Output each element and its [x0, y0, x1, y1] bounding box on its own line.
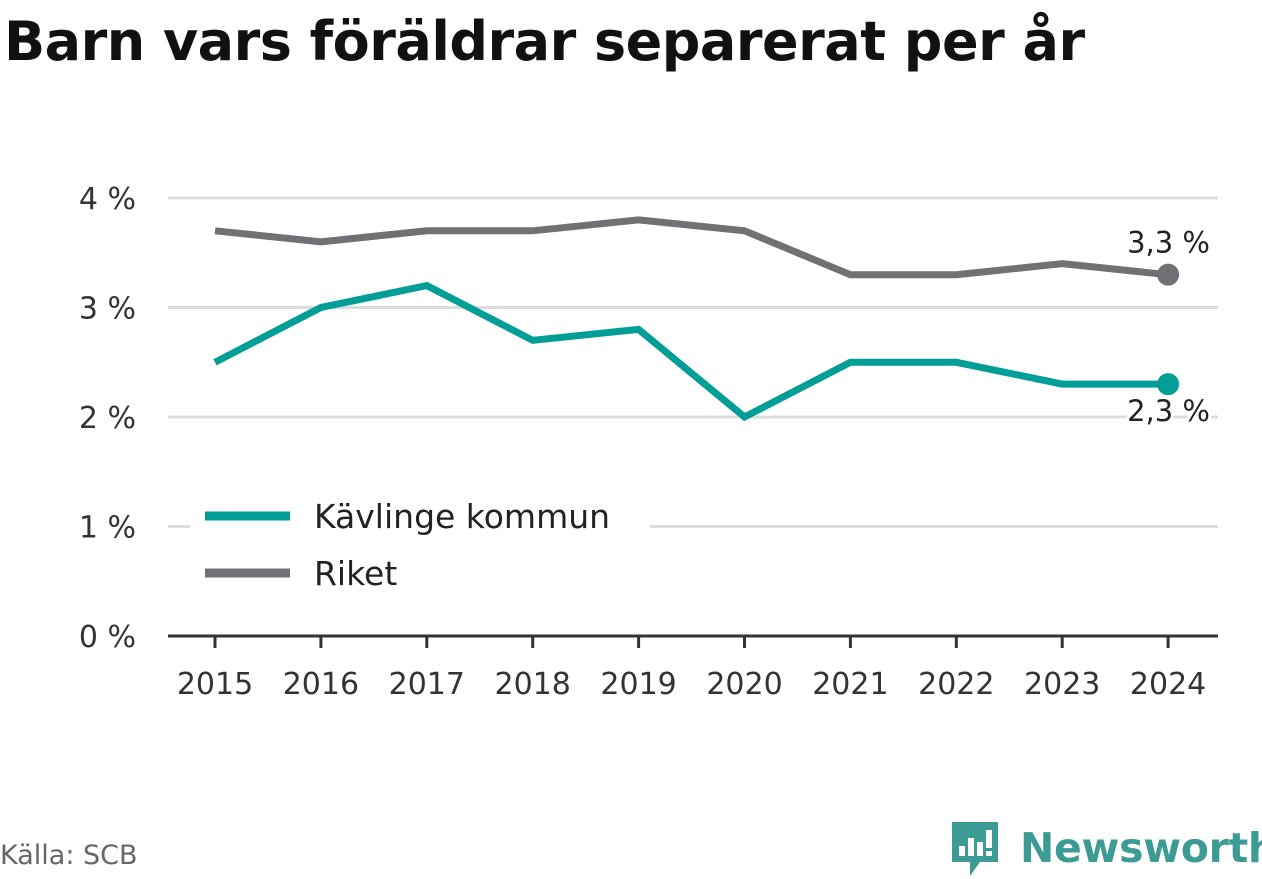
x-axis: 2015 2016 2017 2018 2019 2020 2021 2022 2023 2024 — [168, 634, 1218, 702]
newsworthy-logo-icon — [952, 822, 998, 876]
grid-lines — [168, 196, 1218, 528]
y-tick-label: 4 % — [79, 182, 136, 217]
series-line — [214, 216, 1169, 279]
legend-backdrop — [190, 486, 650, 604]
legend-label-riket: Riket — [314, 554, 397, 593]
chart-title: Barn vars föräldrar separerat per år — [4, 10, 1085, 73]
x-tick-label: 2021 — [812, 667, 888, 702]
series-lines: 2,3 % 3,3 % — [213, 216, 1213, 431]
x-tick-label: 2016 — [283, 667, 359, 702]
series-end-label: 2,3 % — [1127, 394, 1210, 428]
source-note: Källa: SCB — [0, 840, 138, 871]
y-tick-label: 0 % — [79, 620, 136, 655]
x-tick-label: 2018 — [495, 667, 571, 702]
y-axis: 0 % 1 % 2 % 3 % 4 % — [79, 182, 136, 655]
x-tick-label: 2022 — [918, 667, 994, 702]
series-end-point — [1157, 263, 1180, 286]
legend-label-kavlinge: Kävlinge kommun — [314, 497, 610, 536]
series-line — [213, 281, 1169, 422]
x-tick-label: 2017 — [389, 667, 465, 702]
y-tick-label: 2 % — [79, 401, 136, 436]
x-tick-label: 2023 — [1024, 667, 1100, 702]
x-tick-label: 2020 — [706, 667, 782, 702]
brand-name: Newsworthy — [1020, 824, 1262, 872]
x-tick-label: 2019 — [600, 667, 676, 702]
series-end-point — [1157, 373, 1180, 396]
legend: Kävlinge kommun Riket — [190, 486, 650, 604]
y-tick-label: 1 % — [79, 511, 136, 546]
y-tick-label: 3 % — [79, 292, 136, 327]
x-tick-label: 2024 — [1130, 667, 1206, 702]
brand-logo: Newsworthy — [950, 818, 1262, 878]
series-end-label: 3,3 % — [1127, 226, 1210, 260]
x-tick-label: 2015 — [177, 667, 253, 702]
